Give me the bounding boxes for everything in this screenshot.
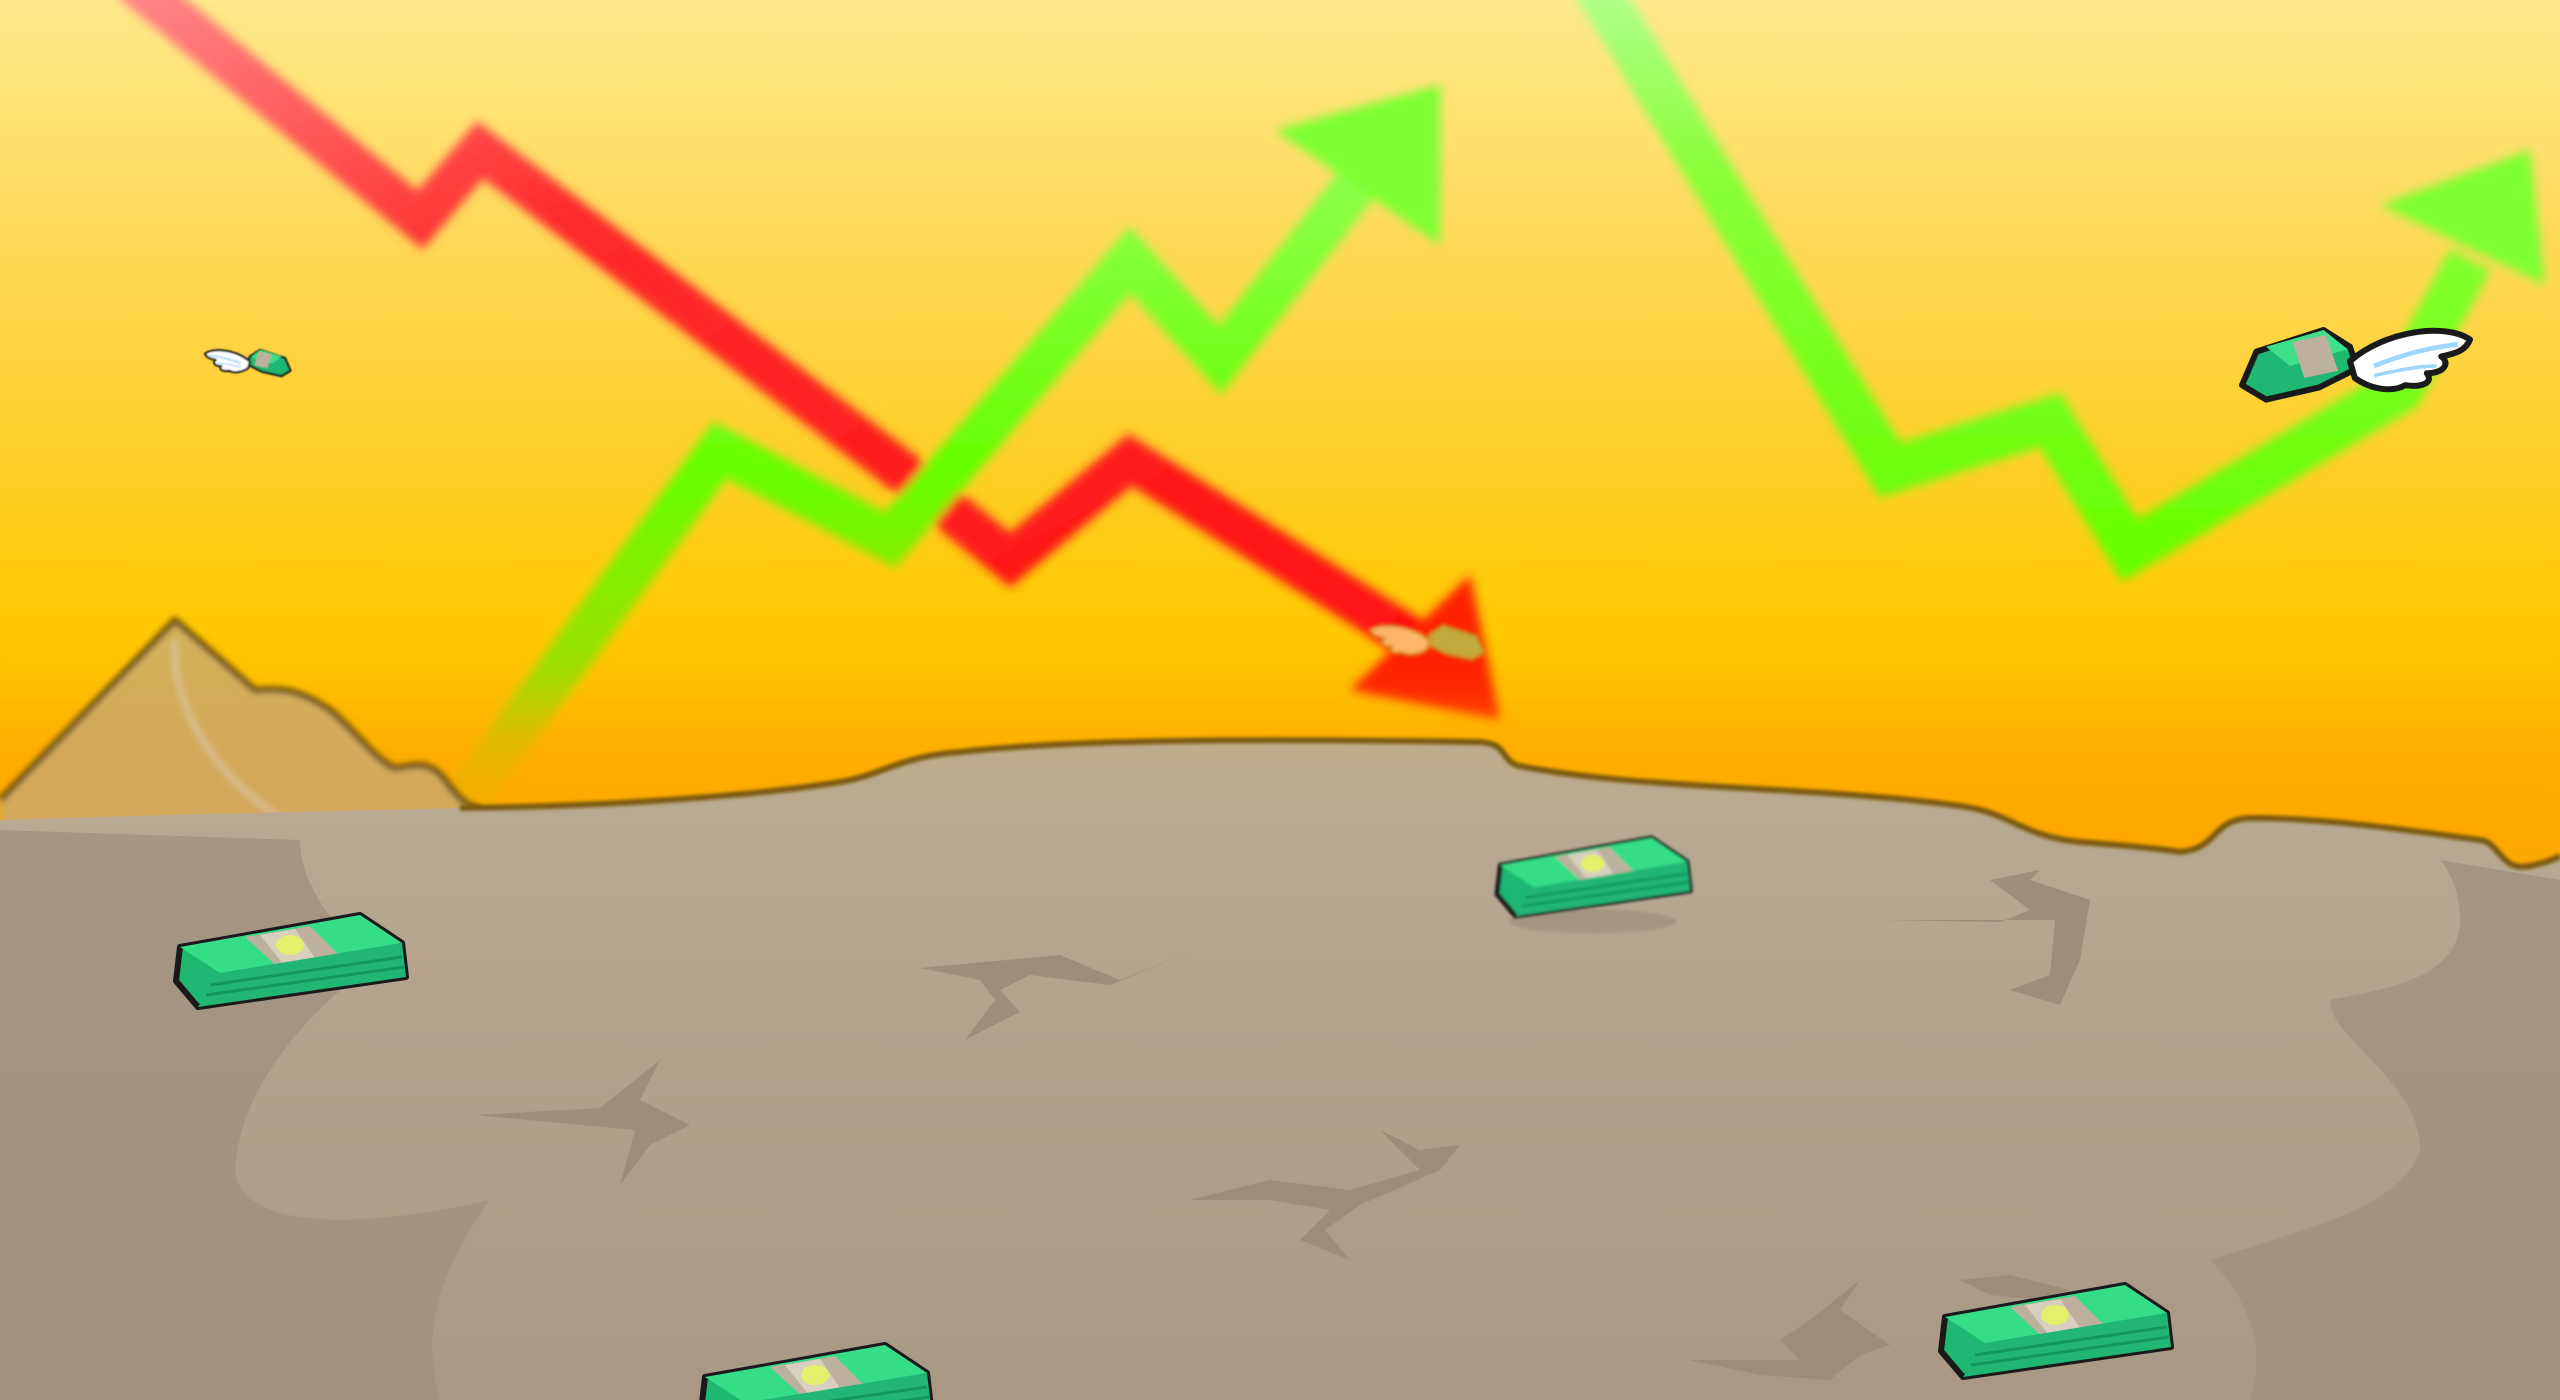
ground-shadow-right — [2210, 860, 2560, 1400]
ground-crack — [920, 950, 1195, 1040]
money-stack-icon-far — [1497, 838, 1690, 934]
ground-crack — [1960, 1275, 2070, 1300]
ground-crack — [1880, 850, 2090, 1005]
ground-plain — [0, 737, 2560, 1400]
ground-crack — [1190, 1130, 1460, 1260]
ground-shadow-left — [0, 830, 490, 1400]
flying-money-icon-blurred — [1368, 623, 1486, 662]
ground-crack — [1690, 1280, 1890, 1380]
ground-cracks — [475, 850, 2090, 1380]
ground-crack — [475, 1060, 690, 1185]
trend-up-arrow-icon — [432, 85, 1440, 833]
